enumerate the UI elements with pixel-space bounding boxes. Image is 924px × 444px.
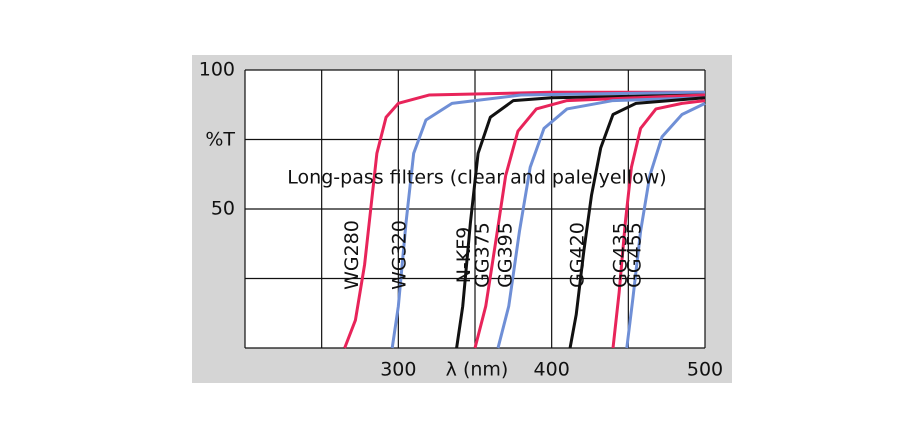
series-line — [611, 99, 706, 349]
series-line — [473, 93, 706, 349]
series-label: WG280 — [341, 220, 363, 290]
series-line — [390, 90, 706, 349]
series-line — [496, 96, 706, 349]
series-label: GG395 — [495, 222, 517, 288]
y-tick-label: 50 — [211, 198, 235, 220]
series-line — [568, 96, 706, 349]
y-tick-label: 100 — [199, 59, 235, 81]
series-label: GG435 — [610, 222, 632, 288]
x-axis-label: λ (nm) — [446, 359, 509, 381]
series-line — [625, 102, 706, 349]
x-tick-label: 300 — [380, 359, 416, 381]
series-label: WG320 — [389, 220, 411, 290]
y-axis-label: %T — [205, 129, 235, 151]
series-label: N-KF9 — [453, 227, 475, 284]
x-tick-label: 400 — [534, 359, 570, 381]
series-line — [343, 90, 705, 349]
series-label: GG375 — [472, 222, 494, 288]
series-label: GG455 — [623, 222, 645, 288]
lines — [343, 90, 706, 349]
x-tick-label: 500 — [687, 359, 723, 381]
annotation: Long-pass filters (clear and pale yellow… — [287, 167, 666, 189]
series-label: GG420 — [567, 222, 589, 288]
series-line — [455, 93, 706, 349]
